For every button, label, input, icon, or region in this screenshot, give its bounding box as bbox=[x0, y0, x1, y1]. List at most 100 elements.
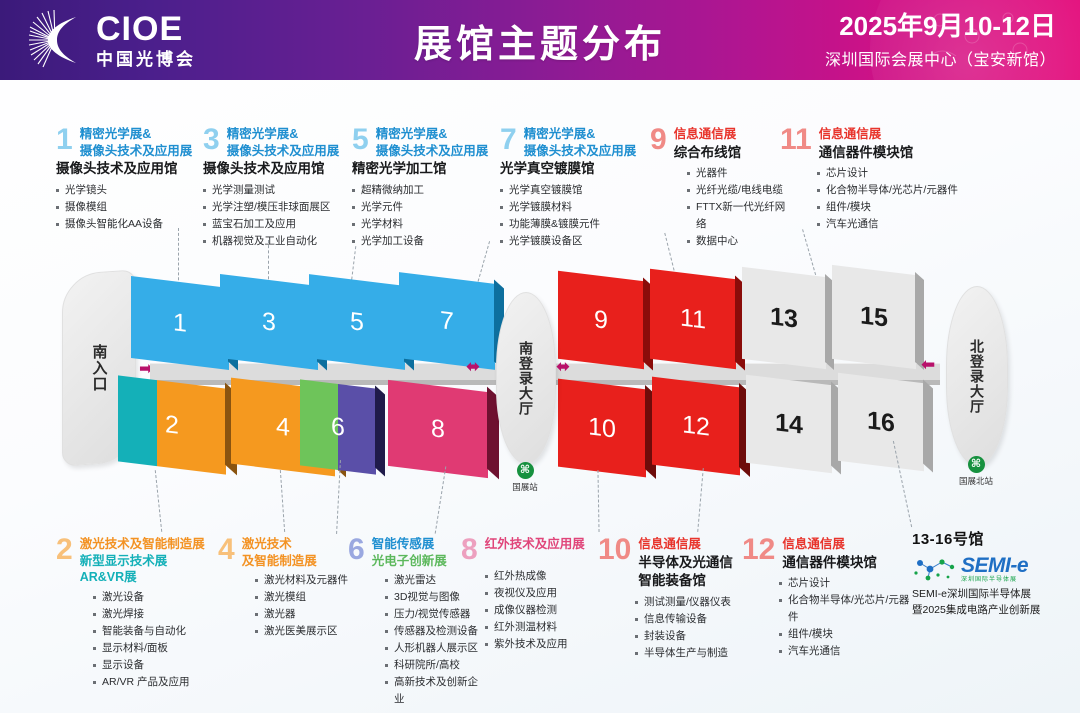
hall-block-15[interactable]: 15 bbox=[832, 264, 924, 371]
hall-11-title-1: 信息通信展 bbox=[818, 127, 882, 141]
hall-block-3[interactable]: 3 bbox=[220, 273, 327, 371]
hall-label-10[interactable]: 10 信息通信展 半导体及光通信 智能装备馆 测试测量/仪器仪表 信息传输设备 … bbox=[598, 535, 746, 662]
leader-line-1 bbox=[178, 228, 179, 300]
list-item: 组件/模块 bbox=[779, 626, 914, 643]
hall-5-title-1: 精密光学展& bbox=[375, 127, 448, 141]
semi-halls-title: 13-16号馆 bbox=[912, 531, 984, 548]
list-item: 激光模组 bbox=[255, 589, 358, 606]
list-item: 光学真空镀膜馆 bbox=[500, 182, 652, 199]
north-registration-hall[interactable]: 北登录大厅 bbox=[946, 286, 1008, 466]
hall-number-11: 11 bbox=[780, 123, 812, 156]
list-item: 智能装备与自动化 bbox=[93, 623, 218, 640]
hall-block-5[interactable]: 5 bbox=[309, 274, 414, 371]
hall-block-9[interactable]: 9 bbox=[558, 270, 653, 371]
logo-chinese-name: 中国光博会 bbox=[96, 50, 196, 69]
hall-block-6[interactable]: 6 bbox=[300, 379, 385, 477]
hall-block-13[interactable]: 13 bbox=[742, 266, 834, 371]
hall-number-2: 2 bbox=[56, 533, 73, 566]
hall-8-items: 红外热成像 夜视仪及应用 成像仪器检测 红外测温材料 紫外技术及应用 bbox=[485, 568, 601, 653]
hall-10-items: 测试测量/仪器仪表 信息传输设备 封装设备 半导体生产与制造 bbox=[635, 594, 746, 662]
hall-label-6[interactable]: 6 智能传感展 光电子创新展 激光雷达 3D视觉与图像 压力/视觉传感器 传感器… bbox=[348, 533, 488, 708]
hall-block-7[interactable]: 7 bbox=[399, 272, 504, 371]
hall-number-9: 9 bbox=[650, 123, 667, 156]
hall-block-8[interactable]: 8 bbox=[388, 379, 499, 480]
hall-label-7[interactable]: 7 精密光学展& 摄像头技术及应用展 光学真空镀膜馆 光学真空镀膜馆 光学镀膜材… bbox=[500, 125, 652, 250]
hall-2-title-3: AR&VR展 bbox=[79, 570, 137, 584]
metro-station-name: 国展站 bbox=[512, 482, 538, 492]
hall-number-6: 6 bbox=[348, 533, 365, 566]
leader-line-3 bbox=[268, 240, 269, 300]
hall-number-8: 8 bbox=[461, 533, 478, 566]
hall-label-5[interactable]: 5 精密光学展& 摄像头技术及应用展 精密光学加工馆 超精微纳加工 光学元件 光… bbox=[352, 123, 502, 250]
hall-label-4[interactable]: 4 激光技术 及智能制造展 激光材料及元器件 激光模组 激光器 激光医美展示区 bbox=[218, 533, 358, 640]
hall-number-5: 5 bbox=[352, 123, 369, 156]
semi-section[interactable]: 13-16号馆 SEMI-e 深圳国际半导体展 SEMI-e深圳国际半导体展 bbox=[912, 528, 1080, 619]
hall-label-3[interactable]: 3 精密光学展& 摄像头技术及应用展 摄像头技术及应用馆 光学测量测试 光学注塑… bbox=[203, 125, 353, 250]
list-item: 光器件 bbox=[687, 165, 790, 182]
hall-2-title-1: 激光技术及智能制造展 bbox=[79, 537, 205, 551]
hall-number-4: 4 bbox=[218, 533, 235, 566]
hall-12-subtitle: 通信器件模块馆 bbox=[782, 554, 877, 570]
hall-4-title-1: 激光技术 bbox=[241, 537, 292, 551]
hall-block-11[interactable]: 11 bbox=[650, 268, 745, 371]
hall-1-title-1: 精密光学展& bbox=[79, 127, 152, 141]
hall-10-title-1: 信息通信展 bbox=[638, 537, 701, 551]
list-item: 传感器及检测设备 bbox=[385, 623, 488, 640]
hall-block-2[interactable]: 2 bbox=[118, 375, 237, 476]
hall-7-items: 光学真空镀膜馆 光学镀膜材料 功能薄膜&镀膜元件 光学镀膜设备区 bbox=[500, 182, 652, 250]
hall-label-8[interactable]: 8 红外技术及应用展 红外热成像 夜视仪及应用 成像仪器检测 红外测温材料 紫外… bbox=[461, 533, 601, 653]
hall-9-subtitle: 综合布线馆 bbox=[673, 144, 742, 160]
hall-5-title-2: 摄像头技术及应用展 bbox=[375, 143, 489, 158]
list-item: 激光器 bbox=[255, 606, 358, 623]
event-date: 2025年9月10-12日 bbox=[839, 11, 1056, 41]
hall-block-10[interactable]: 10 bbox=[558, 378, 656, 479]
list-item: 红外测温材料 bbox=[485, 619, 601, 636]
hall-1-title-2: 摄像头技术及应用展 bbox=[79, 143, 193, 158]
list-item: 汽车光通信 bbox=[817, 216, 960, 233]
list-item: 汽车光通信 bbox=[779, 643, 914, 660]
list-item: 测试测量/仪器仪表 bbox=[635, 594, 746, 611]
cioe-logo-mark bbox=[24, 9, 86, 71]
list-item: 蓝宝石加工及应用 bbox=[203, 216, 353, 233]
list-item: 显示材料/面板 bbox=[93, 640, 218, 657]
list-item: 激光医美展示区 bbox=[255, 623, 358, 640]
hall-label-2[interactable]: 2 激光技术及智能制造展 新型显示技术展 AR&VR展 激光设备 激光焊接 智能… bbox=[56, 533, 218, 691]
list-item: 芯片设计 bbox=[817, 165, 960, 182]
list-item: 激光材料及元器件 bbox=[255, 572, 358, 589]
metro-icon: ⌘ bbox=[516, 462, 534, 479]
semi-description-line2: 暨2025集成电路产业创新展 bbox=[912, 603, 1041, 616]
south-registration-hall-label: 南登录大厅 bbox=[518, 340, 534, 416]
semi-wordmark: SEMI-e bbox=[961, 554, 1029, 577]
hall-block-1[interactable]: 1 bbox=[131, 275, 238, 371]
south-registration-hall[interactable]: 南登录大厅 bbox=[496, 292, 556, 464]
hall-label-1[interactable]: 1 精密光学展& 摄像头技术及应用展 摄像头技术及应用馆 光学镜头 摄像模组 摄… bbox=[56, 125, 206, 233]
hall-block-12[interactable]: 12 bbox=[652, 376, 750, 477]
list-item: 信息传输设备 bbox=[635, 611, 746, 628]
list-item: 光学镀膜设备区 bbox=[500, 233, 652, 250]
hall-7-title-2: 摄像头技术及应用展 bbox=[523, 143, 637, 158]
header-decoration-icons bbox=[929, 12, 1028, 61]
hall-1-items: 光学镜头 摄像模组 摄像头智能化AA设备 bbox=[56, 182, 206, 233]
hall-label-9[interactable]: 9 信息通信展 综合布线馆 光器件 光纤光缆/电线电缆 FTTX新一代光纤网络 … bbox=[650, 123, 790, 250]
list-item: 光学镜头 bbox=[56, 182, 206, 199]
hall-block-16[interactable]: 16 bbox=[838, 372, 933, 473]
hall-label-11[interactable]: 11 信息通信展 通信器件模块馆 芯片设计 化合物半导体/光芯片/元器件 组件/… bbox=[780, 123, 960, 233]
corridor-arrow-right-icon: ⬌ bbox=[556, 357, 571, 376]
hall-5-subtitle: 精密光学加工馆 bbox=[352, 161, 447, 176]
list-item: 机器视觉及工业自动化 bbox=[203, 233, 353, 250]
list-item: 科研院所/高校 bbox=[385, 657, 488, 674]
list-item: 高新技术及创新企业 bbox=[385, 674, 488, 708]
cioe-logo[interactable]: CIOE 中国光博会 bbox=[24, 9, 196, 71]
metro-station-north[interactable]: ⌘ 国展北站 bbox=[941, 456, 1011, 487]
hall-8-title-1: 红外技术及应用展 bbox=[484, 537, 585, 551]
list-item: 夜视仪及应用 bbox=[485, 585, 601, 602]
header-decoration-glow bbox=[870, 0, 1080, 80]
hall-5-items: 超精微纳加工 光学元件 光学材料 光学加工设备 bbox=[352, 182, 502, 250]
hall-block-14[interactable]: 14 bbox=[746, 374, 841, 475]
list-item: FTTX新一代光纤网络 bbox=[687, 199, 790, 233]
hall-label-12[interactable]: 12 信息通信展 通信器件模块馆 芯片设计 化合物半导体/光芯片/元器件 组件/… bbox=[742, 535, 914, 660]
hall-3-title-1: 精密光学展& bbox=[226, 127, 299, 141]
logo-wordmark: CIOE bbox=[96, 10, 184, 48]
hall-2-title-2: 新型显示技术展 bbox=[79, 553, 168, 568]
metro-station-south[interactable]: ⌘ 国展站 bbox=[490, 462, 560, 493]
